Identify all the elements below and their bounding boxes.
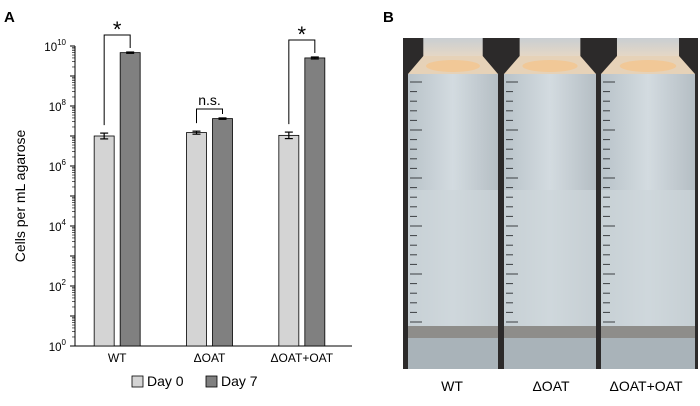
legend: Day 0 Day 7 [131, 373, 258, 389]
bar-chart: 100 102 104 106 108 1010 Cells per mL agarose W… [12, 17, 352, 365]
tube-lower-layer [408, 190, 498, 330]
tube-light-reflection [426, 60, 480, 72]
significance-bracket [103, 34, 131, 126]
y-tick-label: 100 [49, 338, 67, 354]
bar [93, 135, 115, 347]
significance-bracket [288, 39, 316, 125]
photo-label-wt: WT [441, 378, 463, 394]
tube-bottom [408, 338, 498, 369]
bar [304, 57, 326, 347]
bar [186, 132, 207, 347]
tube-sediment [601, 326, 695, 338]
y-tick-label: 102 [49, 278, 67, 294]
legend-swatch-day7 [205, 375, 218, 388]
significance-bracket [196, 108, 223, 124]
significance-label: * [298, 22, 307, 47]
tube-sediment [504, 326, 596, 338]
y-tick-label: 104 [49, 218, 67, 234]
legend-label-day7: Day 7 [221, 373, 258, 389]
tube-lower-layer [601, 190, 695, 330]
x-category-label: WT [108, 351, 127, 365]
x-category-label: ΔOAT+OAT [271, 351, 334, 365]
y-tick-label: 108 [49, 98, 67, 114]
tube-bottom [504, 338, 596, 369]
significance-label: * [113, 17, 122, 42]
tube-cap [616, 38, 680, 58]
bar [119, 52, 141, 347]
tube-cap [519, 38, 581, 58]
legend-swatch-day0 [131, 375, 144, 388]
tube-lower-layer [504, 190, 596, 330]
photo-label-delta-oat: ΔOAT [532, 378, 570, 394]
y-tick-label: 1010 [44, 38, 66, 54]
legend-label-day0: Day 0 [147, 373, 184, 389]
significance-label: n.s. [198, 92, 221, 108]
tube-sediment [408, 326, 498, 338]
tube-photo [403, 38, 698, 369]
tube-light-reflection [522, 60, 578, 72]
y-axis-label: Cells per mL agarose [12, 130, 28, 263]
panel-letter-a: A [4, 9, 15, 26]
photo-label-delta-oat-oat: ΔOAT+OAT [609, 378, 682, 394]
tube-bottom [601, 338, 695, 369]
bar [212, 118, 233, 347]
y-tick-label: 106 [49, 158, 67, 174]
x-category-label: ΔOAT [194, 351, 226, 365]
bar [278, 134, 300, 347]
tube-cap [423, 38, 483, 58]
panel-letter-b: B [383, 9, 394, 26]
tube-light-reflection [619, 60, 677, 72]
